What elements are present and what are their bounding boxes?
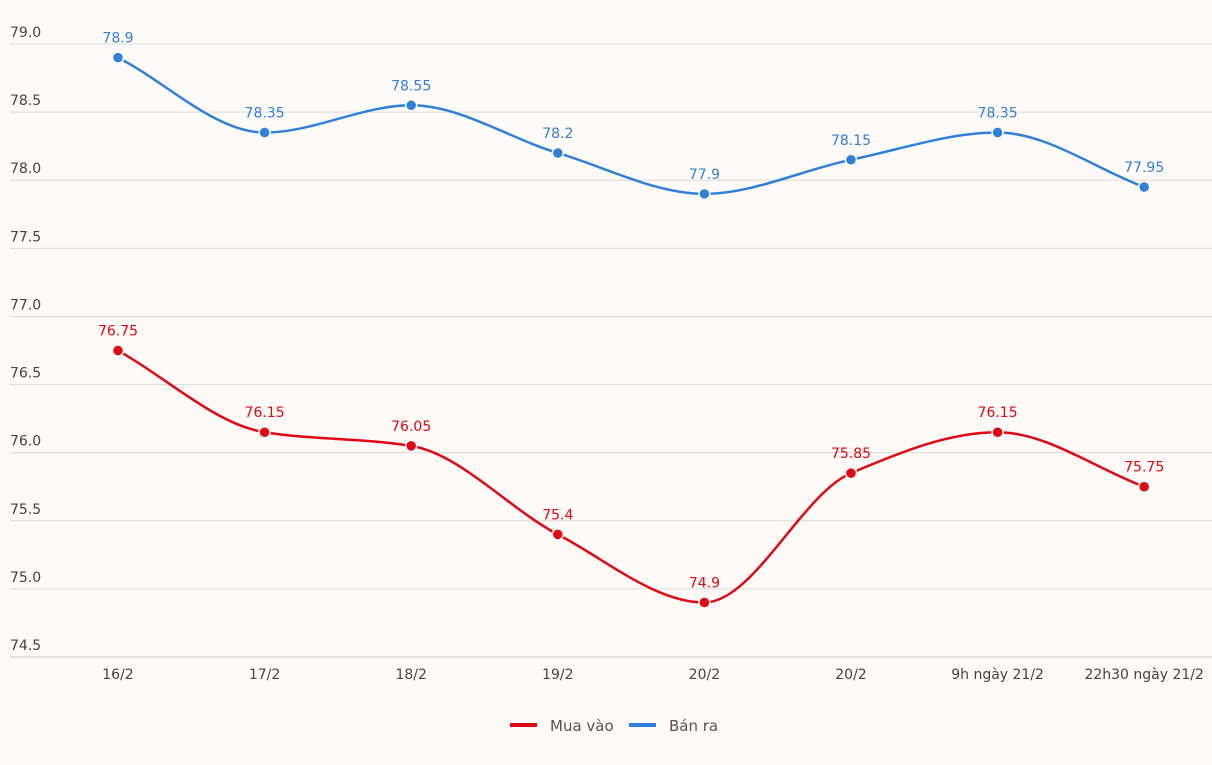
y-tick-label: 79.0	[10, 25, 41, 41]
y-tick-label: 76.0	[10, 434, 41, 450]
x-tick-label: 18/2	[395, 667, 426, 683]
y-tick-label: 75.5	[10, 502, 41, 518]
x-tick-label: 17/2	[249, 667, 280, 683]
x-axis: 16/2 17/2 18/2 19/2 20/2 20/2 9h ngày 21/2 22h3…	[102, 667, 1204, 683]
series-line-buy	[117, 349, 1145, 604]
data-label-sell: 77.9	[689, 167, 720, 183]
data-point-buy	[111, 344, 125, 357]
x-tick-label: 19/2	[542, 667, 573, 683]
y-tick-label: 75.0	[10, 570, 41, 586]
legend-label-sell: Bán ra	[669, 717, 718, 735]
data-label-sell: 78.9	[102, 31, 133, 47]
data-label-buy: 75.75	[1124, 460, 1164, 476]
y-axis: 74.5 75.0 75.5 76.0 76.5 77.0 77.5 78.0 78.5 79.0	[10, 25, 41, 654]
gridlines	[10, 43, 1212, 658]
data-label-sell: 78.35	[245, 106, 285, 122]
data-point-sell	[698, 187, 711, 201]
data-point-buy	[404, 439, 418, 453]
data-point-sell	[1137, 180, 1151, 194]
data-point-buy	[698, 596, 711, 609]
data-point-buy	[844, 466, 858, 480]
data-point-buy	[551, 528, 565, 541]
data-label-sell: 78.55	[391, 78, 431, 94]
data-point-sell	[404, 99, 418, 112]
x-tick-label: 20/2	[689, 667, 720, 683]
data-point-sell	[551, 146, 565, 160]
x-tick-label: 16/2	[102, 667, 133, 683]
data-label-buy: 76.75	[98, 324, 138, 340]
data-label-sell: 78.35	[978, 106, 1018, 122]
legend: Mua vào Bán ra	[510, 717, 718, 735]
y-tick-label: 78.5	[10, 93, 41, 109]
x-tick-label: 20/2	[835, 667, 866, 683]
y-tick-label: 77.5	[10, 229, 41, 245]
data-point-buy	[991, 425, 1004, 439]
data-point-sell	[111, 51, 125, 64]
y-tick-label: 74.5	[10, 638, 41, 654]
data-label-buy: 76.15	[245, 405, 285, 421]
data-label-buy: 76.05	[391, 419, 431, 435]
data-point-buy	[258, 425, 271, 439]
data-point-sell	[844, 153, 858, 167]
data-label-buy: 75.4	[542, 507, 573, 523]
data-label-sell: 78.2	[542, 126, 573, 142]
y-tick-label: 76.5	[10, 366, 41, 382]
data-point-buy	[1137, 480, 1151, 493]
series-layer: 76.75 76.15 76.05 75.4 74.9 75.85 76.15 75.75 78…	[98, 31, 1164, 609]
x-tick-label: 22h30 ngày 21/2	[1084, 667, 1203, 683]
data-label-buy: 76.15	[978, 405, 1018, 421]
data-label-buy: 74.9	[689, 576, 720, 592]
data-point-sell	[991, 126, 1004, 139]
y-tick-label: 78.0	[10, 161, 41, 177]
legend-label-buy: Mua vào	[550, 717, 614, 735]
y-tick-label: 77.0	[10, 297, 41, 313]
data-label-sell: 78.15	[831, 133, 871, 149]
data-label-buy: 75.85	[831, 446, 871, 462]
data-point-sell	[258, 126, 271, 139]
data-label-sell: 77.95	[1124, 160, 1164, 176]
x-tick-label: 9h ngày 21/2	[951, 667, 1044, 683]
series-line-sell	[117, 56, 1145, 196]
